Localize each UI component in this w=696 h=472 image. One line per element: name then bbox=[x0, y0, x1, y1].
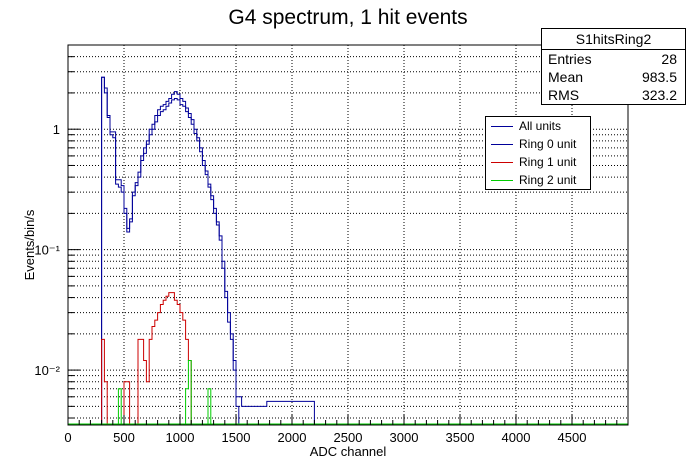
y-axis-label: Events/bin/s bbox=[22, 209, 37, 280]
grid bbox=[68, 44, 628, 425]
legend-swatch bbox=[491, 125, 513, 127]
y-tick-label: 10⁻¹ bbox=[34, 243, 60, 258]
x-tick-label: 1500 bbox=[222, 430, 251, 445]
x-tick-label: 2000 bbox=[278, 430, 307, 445]
legend-item: Ring 0 unit bbox=[486, 135, 590, 153]
series-line-ring-2-unit bbox=[117, 360, 212, 425]
legend-item: Ring 2 unit bbox=[486, 171, 590, 189]
stats-label: Entries bbox=[548, 51, 592, 67]
x-tick-label: 3500 bbox=[446, 430, 475, 445]
x-tick-label: 1000 bbox=[166, 430, 195, 445]
stats-row-mean: Mean 983.5 bbox=[542, 68, 685, 86]
y-tick-label: 1 bbox=[53, 122, 60, 137]
stats-box: S1hitsRing2 Entries 28 Mean 983.5 RMS 32… bbox=[541, 28, 686, 105]
stats-label: Mean bbox=[548, 69, 584, 85]
x-tick-label: 500 bbox=[113, 430, 135, 445]
stats-value: 983.5 bbox=[641, 69, 677, 85]
stats-label: RMS bbox=[548, 87, 580, 103]
legend-swatch bbox=[491, 161, 513, 163]
legend-label: Ring 0 unit bbox=[519, 137, 577, 151]
series-line-ring-1-unit bbox=[101, 292, 192, 425]
legend-item: Ring 1 unit bbox=[486, 153, 590, 171]
x-tick-label: 0 bbox=[64, 430, 71, 445]
y-tick-label: 10⁻² bbox=[34, 363, 60, 378]
legend-item: All units bbox=[486, 117, 590, 135]
series-layer bbox=[68, 76, 628, 425]
stats-value: 28 bbox=[661, 51, 677, 67]
x-tick-label: 4500 bbox=[558, 430, 587, 445]
legend-label: All units bbox=[519, 119, 562, 133]
legend-label: Ring 2 unit bbox=[519, 173, 577, 187]
x-axis-label: ADC channel bbox=[310, 444, 387, 459]
stats-row-entries: Entries 28 bbox=[542, 50, 685, 68]
legend-swatch bbox=[491, 179, 513, 181]
x-tick-label: 4000 bbox=[502, 430, 531, 445]
x-tick-label: 2500 bbox=[334, 430, 363, 445]
chart-title: G4 spectrum, 1 hit events bbox=[228, 6, 467, 29]
legend-swatch bbox=[491, 143, 513, 145]
series-line-ring-0-unit bbox=[101, 76, 240, 425]
x-tick-label: 3000 bbox=[390, 430, 419, 445]
legend-label: Ring 1 unit bbox=[519, 155, 577, 169]
stats-row-rms: RMS 323.2 bbox=[542, 86, 685, 104]
stats-value: 323.2 bbox=[641, 87, 677, 103]
series-line-all-units bbox=[101, 76, 315, 425]
stats-title: S1hitsRing2 bbox=[542, 29, 685, 50]
legend: All units Ring 0 unit Ring 1 unit Ring 2… bbox=[485, 116, 591, 190]
axes: 0 500 1000 1500 2000 2500 3000 3500 4000 4500 10⁻²… bbox=[34, 44, 629, 445]
